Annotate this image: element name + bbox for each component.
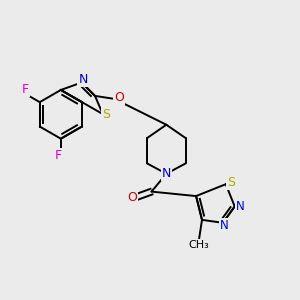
Text: N: N <box>162 167 171 180</box>
Text: CH₃: CH₃ <box>189 240 209 250</box>
Text: S: S <box>102 107 110 121</box>
Text: N: N <box>236 200 244 213</box>
Text: O: O <box>127 191 137 204</box>
Text: F: F <box>22 83 29 96</box>
Text: O: O <box>114 91 124 104</box>
Text: S: S <box>227 176 235 189</box>
Text: N: N <box>78 73 88 86</box>
Text: F: F <box>54 148 61 162</box>
Text: N: N <box>220 219 229 232</box>
